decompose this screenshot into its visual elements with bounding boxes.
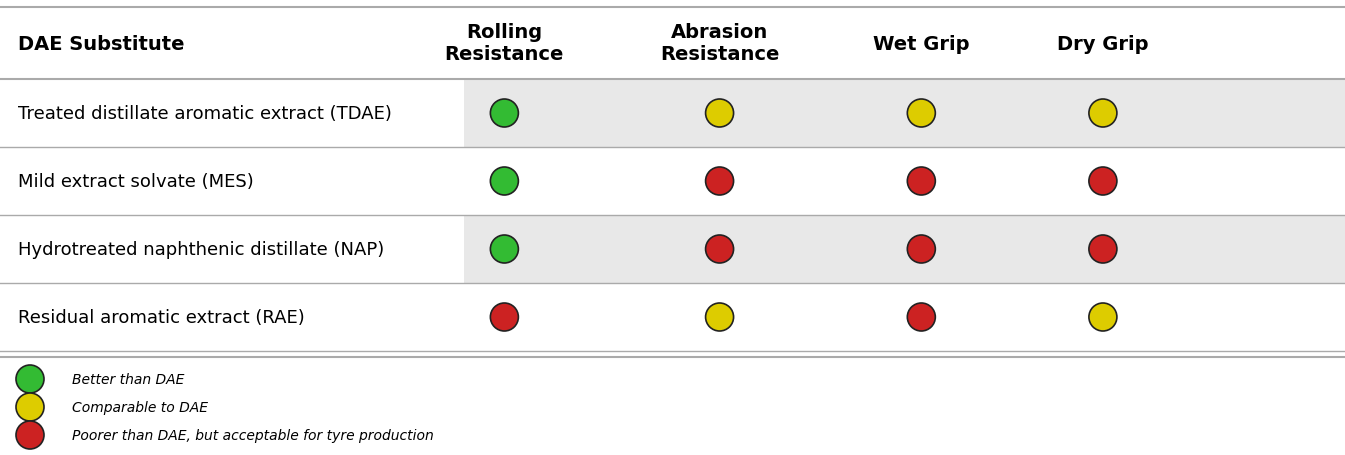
Ellipse shape	[1089, 100, 1116, 128]
Text: Abrasion
Resistance: Abrasion Resistance	[660, 24, 779, 64]
Ellipse shape	[706, 167, 733, 196]
Ellipse shape	[706, 303, 733, 331]
Bar	[0, 283, 464, 351]
Text: Comparable to DAE: Comparable to DAE	[73, 400, 208, 414]
Bar	[464, 216, 1345, 283]
Ellipse shape	[1089, 167, 1116, 196]
Bar	[464, 283, 1345, 351]
Text: Rolling
Resistance: Rolling Resistance	[445, 24, 564, 64]
Ellipse shape	[908, 100, 935, 128]
Text: Hydrotreated naphthenic distillate (NAP): Hydrotreated naphthenic distillate (NAP)	[17, 241, 385, 258]
Ellipse shape	[491, 167, 518, 196]
Ellipse shape	[706, 100, 733, 128]
Ellipse shape	[908, 236, 935, 263]
Ellipse shape	[908, 167, 935, 196]
Ellipse shape	[491, 100, 518, 128]
Text: Wet Grip: Wet Grip	[873, 35, 970, 53]
Text: Dry Grip: Dry Grip	[1057, 35, 1149, 53]
Ellipse shape	[491, 303, 518, 331]
Bar	[0, 357, 1345, 455]
Ellipse shape	[16, 393, 44, 421]
Ellipse shape	[1089, 303, 1116, 331]
Text: Residual aromatic extract (RAE): Residual aromatic extract (RAE)	[17, 308, 305, 326]
Ellipse shape	[16, 365, 44, 393]
Text: Poorer than DAE, but acceptable for tyre production: Poorer than DAE, but acceptable for tyre…	[73, 428, 433, 442]
Text: Mild extract solvate (MES): Mild extract solvate (MES)	[17, 172, 254, 191]
Ellipse shape	[1089, 236, 1116, 263]
Text: Better than DAE: Better than DAE	[73, 372, 184, 386]
Bar	[464, 80, 1345, 148]
Ellipse shape	[908, 303, 935, 331]
Ellipse shape	[491, 236, 518, 263]
Ellipse shape	[16, 421, 44, 449]
Ellipse shape	[706, 236, 733, 263]
Bar	[464, 148, 1345, 216]
Text: DAE Substitute: DAE Substitute	[17, 35, 184, 53]
Bar	[0, 80, 464, 148]
Text: Treated distillate aromatic extract (TDAE): Treated distillate aromatic extract (TDA…	[17, 105, 391, 123]
Bar	[0, 216, 464, 283]
Bar	[0, 148, 464, 216]
Bar	[0, 8, 1345, 80]
